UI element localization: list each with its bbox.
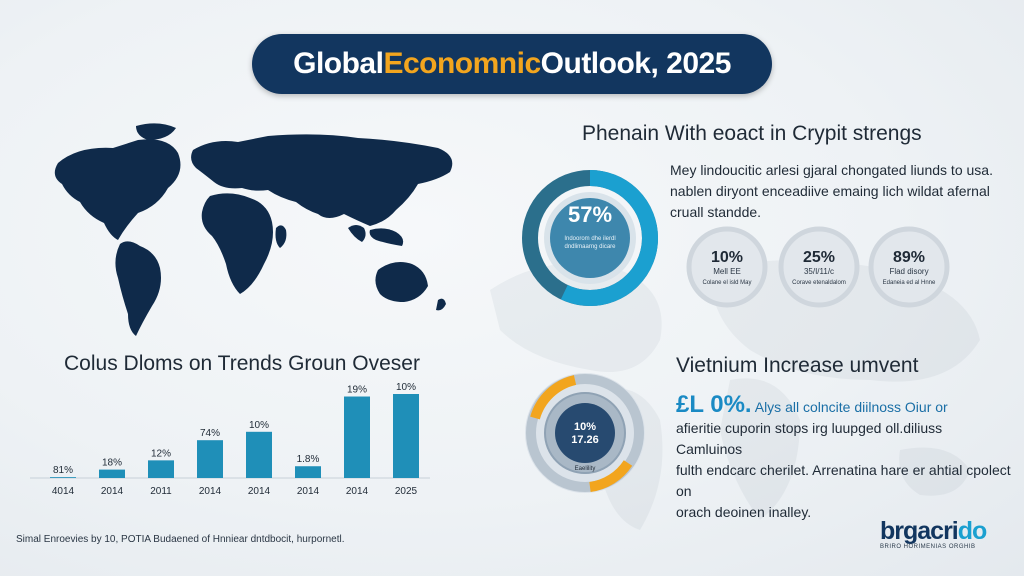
big-donut-caption: dndlimaarng dicare bbox=[564, 244, 616, 250]
paragraph-line: cruall standde. bbox=[670, 204, 762, 220]
bar-3 bbox=[148, 460, 174, 478]
section-heading-bottom-right: Vietnium Increase umvent bbox=[676, 354, 919, 377]
bar-chart: 81% 4014 18% 2014 12% 2011 74% 2014 10% 2014 1.8% 2… bbox=[30, 382, 430, 497]
paragraph-line: Alys all colncite diilnoss Oiur or bbox=[754, 399, 948, 415]
title-banner: Global Economnic Outlook, 2025 bbox=[252, 34, 772, 94]
x-tick-label: 2014 bbox=[199, 486, 222, 497]
stat-circle-value: 25% bbox=[803, 249, 835, 266]
x-tick-label: 2014 bbox=[346, 486, 369, 497]
title-part-3: Outlook, 2025 bbox=[540, 47, 732, 80]
bar-data-label: 18% bbox=[102, 458, 122, 469]
logo-tagline: BRIRO HORIMENIAS ORGHIB bbox=[880, 544, 976, 550]
world-map bbox=[54, 123, 453, 336]
stat-circle-2: 25% 35/I/11/c Corave etenaldalom bbox=[778, 226, 860, 308]
title-part-2: Economnic bbox=[383, 47, 541, 80]
paragraph-line-first: £L 0%. Alys all colncite diilnoss Oiur o… bbox=[676, 391, 1012, 418]
paragraph-line: nablen diryont enceadiive emaing lich wi… bbox=[670, 183, 990, 199]
x-tick-label: 2014 bbox=[101, 486, 124, 497]
bar-2 bbox=[99, 469, 125, 478]
brand-logo: brgacrido BRIRO HORIMENIAS ORGHIB bbox=[880, 518, 1010, 558]
bar-data-label: 81% bbox=[53, 465, 73, 476]
bar-5 bbox=[246, 431, 272, 478]
paragraph-line: fulth endcarc cherilet. Arrenatina hare … bbox=[676, 462, 1011, 499]
stat-circle-1: 10% Mell EE Colane el isld May bbox=[686, 226, 768, 308]
paragraph-top-right: Mey lindoucitic arlesi gjaral chongated … bbox=[670, 160, 1000, 223]
gauge-arc-bottom bbox=[589, 460, 633, 492]
stat-circle-label: Flad disory bbox=[889, 267, 928, 276]
stat-circle-caption: Colane el isld May bbox=[702, 280, 751, 286]
bar-data-label: 1.8% bbox=[297, 454, 320, 465]
paragraph-bottom-right: £L 0%. Alys all colncite diilnoss Oiur o… bbox=[676, 391, 1012, 523]
bar-data-label: 10% bbox=[396, 382, 416, 393]
section-heading-top-right: Phenain With eoact in Crypit strengs bbox=[582, 122, 922, 145]
x-tick-label: 4014 bbox=[52, 486, 75, 497]
paragraph-line: orach deoinen inalley. bbox=[676, 504, 812, 520]
x-tick-label: 2014 bbox=[297, 486, 320, 497]
stat-circle-caption: Corave etenaldalom bbox=[792, 280, 846, 286]
big-donut-chart: 57% Indoorom dhe ilerdl dndlimaarng dica… bbox=[522, 170, 658, 306]
bar-data-label: 10% bbox=[249, 420, 269, 431]
title-part-1: Global bbox=[293, 47, 384, 80]
bar-data-label: 19% bbox=[347, 385, 367, 396]
bar-7 bbox=[344, 396, 370, 478]
footer-source-note: Simal Enroevies by 10, POTIA Budaened of… bbox=[16, 534, 345, 545]
gauge-chart: 10% 17.26 Eaelility bbox=[525, 373, 645, 493]
bar-6 bbox=[295, 466, 321, 478]
stat-circle-caption: Edaneia ed al Hnne bbox=[883, 280, 936, 286]
stat-circle-label: Mell EE bbox=[713, 267, 741, 276]
big-donut-value: 57% bbox=[568, 202, 612, 227]
paragraph-line: afieritie cuporin stops irg luupged oll.… bbox=[676, 420, 943, 457]
x-tick-label: 2014 bbox=[248, 486, 271, 497]
bar-data-label: 12% bbox=[151, 448, 171, 459]
stat-circle-value: 89% bbox=[893, 249, 925, 266]
big-donut-arc bbox=[522, 170, 658, 306]
bar-1 bbox=[50, 477, 76, 478]
gauge-value-top: 10% bbox=[574, 421, 596, 433]
paragraph-line: Mey lindoucitic arlesi gjaral chongated … bbox=[670, 162, 993, 178]
gauge-value-bottom: 17.26 bbox=[571, 434, 599, 446]
gauge-caption: Eaelility bbox=[575, 466, 596, 472]
x-tick-label: 2025 bbox=[395, 486, 418, 497]
stat-circle-value: 10% bbox=[711, 249, 743, 266]
stat-circle-label: 35/I/11/c bbox=[804, 267, 834, 276]
highlight-percentage: £L 0%. bbox=[676, 391, 752, 418]
bar-4 bbox=[197, 440, 223, 478]
chart-heading: Colus Dloms on Trends Groun Oveser bbox=[64, 352, 420, 375]
bar-data-label: 74% bbox=[200, 428, 220, 439]
x-tick-label: 2011 bbox=[150, 486, 172, 497]
logo-wordmark: brgacrido bbox=[880, 517, 987, 545]
gauge-arc-top bbox=[530, 375, 577, 420]
stat-circle-3: 89% Flad disory Edaneia ed al Hnne bbox=[868, 226, 950, 308]
bar-8 bbox=[393, 394, 419, 478]
big-donut-caption: Indoorom dhe ilerdl bbox=[564, 236, 615, 242]
